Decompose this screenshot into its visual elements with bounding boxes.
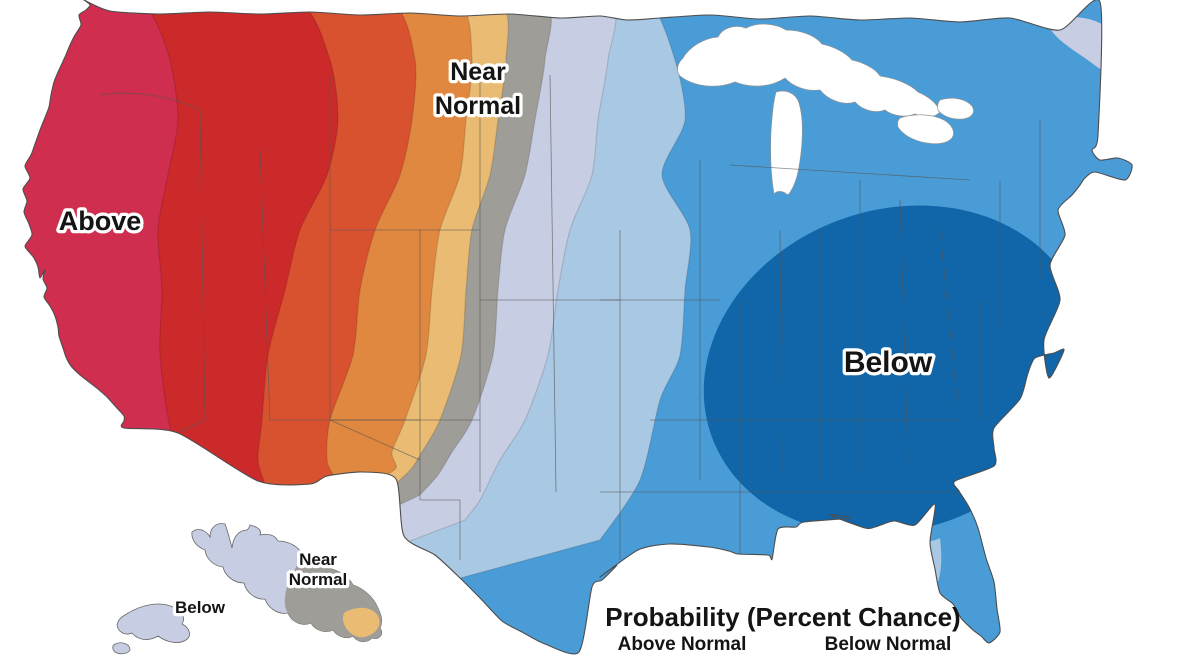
svg-text:Below: Below (844, 346, 933, 379)
svg-text:Above: Above (59, 206, 142, 236)
svg-text:Normal: Normal (289, 570, 348, 589)
svg-text:Near: Near (450, 58, 506, 86)
svg-text:Below Normal: Below Normal (825, 634, 952, 655)
svg-text:Above Normal: Above Normal (618, 634, 747, 655)
svg-text:Normal: Normal (435, 92, 521, 120)
svg-text:Near: Near (299, 550, 337, 569)
svg-text:Probability (Percent Chance): Probability (Percent Chance) (605, 602, 960, 632)
svg-text:Below: Below (175, 598, 226, 617)
